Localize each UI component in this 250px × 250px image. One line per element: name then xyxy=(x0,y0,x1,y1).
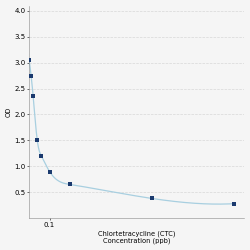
Y-axis label: OD: OD xyxy=(6,107,12,117)
X-axis label: Chlortetracycline (CTC)
Concentration (ppb): Chlortetracycline (CTC) Concentration (p… xyxy=(98,230,176,244)
